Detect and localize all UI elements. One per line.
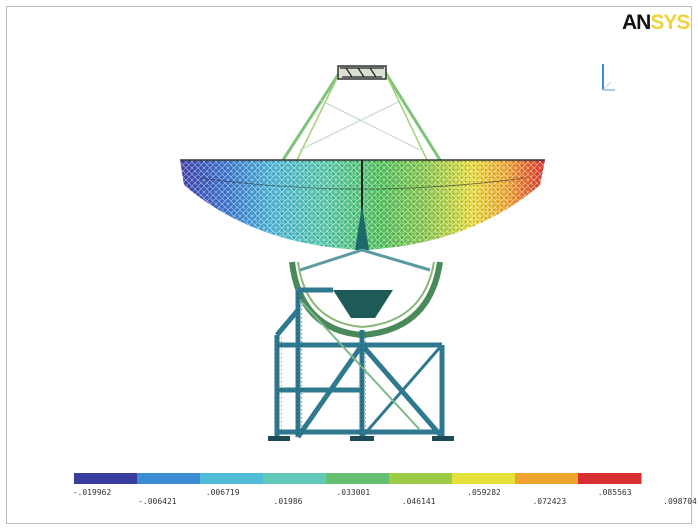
legend-label: .072423 — [532, 497, 567, 506]
legend-swatch — [74, 473, 138, 484]
pedestal-mesh — [274, 290, 366, 437]
ansys-logo: ANSYS — [622, 11, 690, 34]
legend-swatch — [452, 473, 516, 484]
legend-label: .006719 — [205, 488, 240, 497]
legend-label: .098704 — [663, 497, 697, 506]
subreflector-support — [281, 71, 442, 161]
legend-swatch — [137, 473, 201, 484]
axis-triad-icon — [602, 64, 615, 91]
legend-label: .033001 — [336, 488, 371, 497]
legend-label: .059282 — [467, 488, 501, 497]
legend-swatch — [389, 473, 453, 484]
contour-legend-bar — [74, 473, 642, 484]
legend-swatch — [578, 473, 642, 484]
legend-swatch — [326, 473, 390, 484]
main-reflector-dish — [180, 159, 545, 250]
legend-swatch — [263, 473, 327, 484]
base-feet — [268, 436, 454, 441]
feed-cone — [355, 205, 369, 250]
legend-label: .01986 — [273, 497, 303, 506]
legend-swatch — [200, 473, 264, 484]
legend-label: -.006421 — [138, 497, 177, 506]
subreflector — [337, 65, 387, 80]
legend-label: .046141 — [401, 497, 436, 506]
legend-label: -.019962 — [72, 488, 112, 497]
legend-swatch — [515, 473, 579, 484]
viewport-frame — [6, 6, 692, 524]
legend-label: .085563 — [597, 488, 632, 497]
